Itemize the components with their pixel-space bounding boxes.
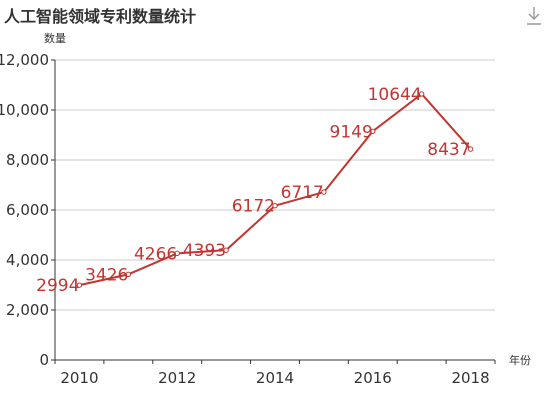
data-label: 6172	[232, 197, 275, 217]
x-tick-label: 2010	[60, 369, 98, 387]
x-tick-label: 2016	[354, 369, 392, 387]
data-point[interactable]	[467, 146, 474, 152]
data-label: 10644	[368, 85, 422, 105]
data-label: 9149	[330, 122, 373, 142]
grid-lines	[55, 59, 495, 311]
y-tick-label: 0	[39, 351, 49, 369]
data-label: 8437	[427, 140, 470, 160]
data-point[interactable]	[418, 91, 425, 97]
data-labels: 2994 3426 4266 4393 6172 6717 9149 10644 8437	[36, 85, 470, 296]
data-label: 6717	[281, 183, 324, 203]
data-point[interactable]	[321, 189, 327, 195]
data-label: 4266	[134, 244, 177, 264]
data-point[interactable]	[272, 203, 278, 209]
data-point[interactable]	[125, 271, 132, 278]
data-point[interactable]	[370, 128, 376, 134]
y-tick-label: 12,000	[0, 51, 49, 69]
y-tick-label: 8,000	[6, 151, 49, 169]
x-tick-label: 2018	[451, 369, 489, 387]
data-label: 4393	[183, 241, 226, 261]
x-tick-label: 2012	[158, 369, 196, 387]
x-axis-name: 年份	[509, 353, 531, 367]
x-tick-label: 2014	[256, 369, 294, 387]
data-point[interactable]	[76, 282, 83, 288]
data-point[interactable]	[223, 247, 229, 253]
y-axis-name: 数量	[44, 32, 66, 45]
axes: 0 2,000 4,000 6,000 8,000 10,000 12,000 2010 201…	[0, 51, 496, 387]
y-tick-label: 6,000	[6, 201, 49, 219]
y-tick-label: 2,000	[6, 301, 49, 319]
data-label: 3426	[85, 265, 128, 285]
chart-title: 人工智能领域专利数量统计	[4, 7, 197, 26]
download-icon[interactable]	[525, 6, 543, 26]
y-tick-label: 4,000	[6, 251, 49, 269]
y-tick-label: 10,000	[0, 101, 49, 119]
data-point[interactable]	[174, 250, 180, 257]
series-points	[76, 91, 474, 288]
data-label: 2994	[36, 276, 79, 296]
